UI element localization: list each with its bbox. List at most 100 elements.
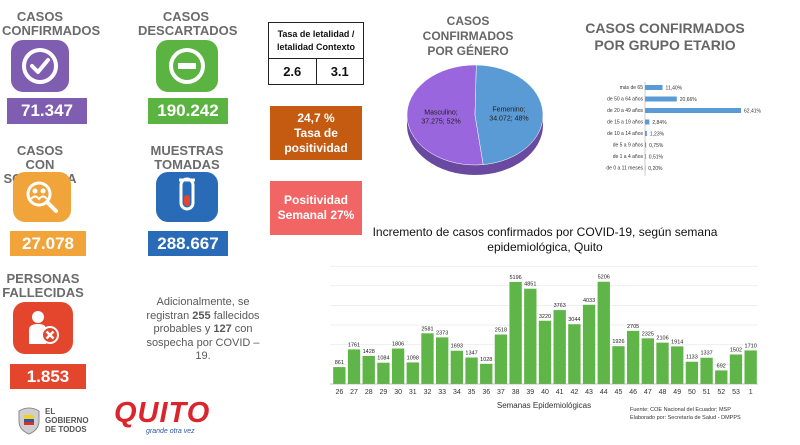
weekly-x-axis-label: Semanas Epidemiológicas — [497, 401, 591, 410]
ecuador-shield-icon — [18, 407, 40, 435]
week-value-label: 1693 — [451, 344, 463, 350]
note-suspected-count: 127 — [213, 323, 232, 335]
gobierno-text: EL GOBIERNO DE TODOS — [45, 407, 89, 434]
discarded-tile — [156, 40, 218, 92]
week-tick-label: 53 — [732, 389, 740, 396]
age-bar — [645, 131, 647, 136]
age-bar — [645, 108, 742, 113]
week-tick-label: 48 — [659, 389, 667, 396]
pie-label-femenino: Femenino; — [492, 107, 525, 114]
week-value-label: 2518 — [495, 328, 507, 334]
week-tick-label: 36 — [482, 389, 490, 396]
week-tick-label: 31 — [409, 389, 417, 396]
weekly-title: Incremento de casos confirmados por COVI… — [370, 225, 720, 255]
week-value-label: 2106 — [656, 336, 668, 342]
deceased-title: PERSONAS FALLECIDAS — [0, 272, 86, 300]
age-category-label: de 5 a 9 años — [613, 143, 644, 149]
deceased-title-line1: PERSONAS — [6, 271, 80, 286]
age-category-label: de 20 a 49 años — [607, 108, 643, 114]
age-value-label: 0,51% — [649, 155, 664, 161]
quito-tagline: grande otra vez — [146, 428, 195, 435]
week-value-label: 1428 — [363, 349, 375, 355]
week-bar — [744, 350, 757, 384]
week-bar — [568, 324, 581, 384]
confirmed-tile — [11, 40, 69, 92]
age-value-label: 0,75% — [649, 143, 664, 149]
positivity-label-line2: positividad — [284, 140, 348, 155]
week-value-label: 1710 — [745, 343, 757, 349]
week-bar — [553, 310, 566, 384]
week-value-label: 692 — [717, 363, 726, 369]
search-people-icon — [26, 181, 58, 213]
week-value-label: 1806 — [392, 342, 404, 348]
week-value-label: 2325 — [642, 331, 654, 337]
week-tick-label: 41 — [556, 389, 564, 396]
age-value-label: 0,20% — [648, 166, 663, 172]
lethality-header-line2: letalidad Contexto — [276, 42, 355, 52]
note-part1: Adicionalmente, se registran — [146, 296, 250, 322]
deceased-note: Adicionalmente, se registran 255 falleci… — [138, 296, 268, 364]
discarded-title-line2: DESCARTADOS — [138, 23, 238, 38]
week-bar — [729, 354, 743, 384]
gobierno-line1: EL — [45, 406, 56, 416]
week-bar — [362, 355, 375, 384]
age-category-label: de 50 a 64 años — [607, 97, 643, 103]
week-bar — [671, 346, 684, 384]
age-value-label: 20,66% — [680, 97, 698, 103]
check-circle-icon — [22, 48, 58, 84]
weekly-positivity-line2: Semanal 27% — [277, 208, 355, 222]
week-value-label: 4851 — [524, 282, 536, 288]
age-value-label: 2,84% — [652, 120, 667, 126]
week-tick-label: 46 — [629, 389, 637, 396]
week-bar — [406, 362, 419, 384]
week-value-label: 5196 — [509, 275, 521, 281]
week-bar — [524, 288, 537, 384]
confirmed-title: CASOS CONFIRMADOS — [2, 9, 100, 38]
week-tick-label: 37 — [497, 389, 505, 396]
source-note: Fuente: COE Nacional del Ecuador; MSP El… — [630, 406, 790, 422]
week-tick-label: 43 — [585, 389, 593, 396]
weekly-title-line1: Incremento de casos confirmados por COVI… — [372, 225, 718, 239]
discarded-value: 190.242 — [148, 98, 228, 124]
week-bar — [700, 357, 713, 384]
gobierno-line3: DE TODOS — [45, 424, 87, 434]
lethality-context: 3.1 — [330, 64, 349, 79]
weekly-positivity-line1: Positividad — [283, 193, 348, 207]
gobierno-line2: GOBIERNO — [45, 415, 89, 425]
week-bar — [612, 346, 625, 384]
note-part2: fallecidos probables y — [153, 309, 260, 336]
pie-label-masculino: Masculino; — [424, 109, 458, 116]
week-tick-label: 39 — [526, 389, 534, 396]
week-tick-label: 38 — [512, 389, 520, 396]
week-bar — [626, 330, 640, 384]
week-tick-label: 51 — [703, 389, 711, 396]
week-value-label: 5206 — [598, 275, 610, 281]
pie-slice-femenino — [474, 64, 544, 165]
week-tick-label: 42 — [570, 389, 578, 396]
gobierno-logo: EL GOBIERNO DE TODOS — [16, 403, 104, 437]
age-title: CASOS CONFIRMADOS POR GRUPO ETARIO — [580, 20, 750, 54]
deceased-tile — [13, 302, 73, 354]
week-bar — [436, 337, 449, 384]
week-bar — [465, 357, 478, 384]
week-bar — [333, 367, 346, 384]
note-part3: con sospecha por COVID – 19. — [146, 323, 260, 362]
gender-title: CASOS CONFIRMADOS POR GÉNERO — [400, 14, 536, 59]
week-tick-label: 50 — [688, 389, 696, 396]
lethality-rate: 2.6 — [269, 59, 317, 84]
pie-value-femenino: 34.072; 48% — [489, 116, 528, 123]
confirmed-title-line1: CASOS — [16, 9, 64, 24]
gender-pie-chart: Masculino; 37.275; 52% Femenino; 34.072; 48… — [406, 64, 544, 175]
week-value-label: 2373 — [436, 330, 448, 336]
week-bar — [641, 338, 654, 384]
week-bar — [377, 362, 390, 384]
week-bar — [450, 350, 464, 384]
samples-tile — [156, 172, 218, 222]
age-category-label: más de 65 — [620, 85, 644, 91]
gender-title-line2: POR GÉNERO — [427, 44, 509, 58]
week-value-label: 1914 — [671, 339, 683, 345]
weekly-bar-chart: 861 26 1761 27 1428 28 1084 29 1806 30 1098 31 2581 3… — [330, 265, 758, 410]
week-value-label: 1133 — [686, 355, 698, 361]
source-line2: Elaborado por: Secretaría de Salud - DMP… — [630, 415, 741, 421]
discarded-title-line1: CASOS — [162, 9, 210, 24]
